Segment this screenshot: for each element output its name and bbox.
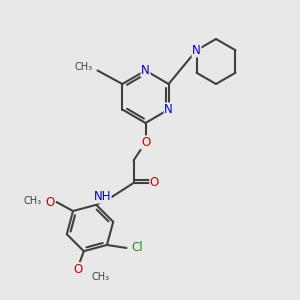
Text: NH: NH [94,190,111,203]
Text: N: N [141,64,150,77]
Text: O: O [46,196,55,208]
Text: O: O [150,176,159,190]
Text: CH₃: CH₃ [75,62,93,73]
Text: O: O [141,136,150,149]
Text: CH₃: CH₃ [23,196,41,206]
Text: N: N [164,103,173,116]
Text: O: O [73,263,83,276]
Text: CH₃: CH₃ [91,272,110,282]
Text: Cl: Cl [131,242,142,254]
Text: N: N [192,44,201,57]
